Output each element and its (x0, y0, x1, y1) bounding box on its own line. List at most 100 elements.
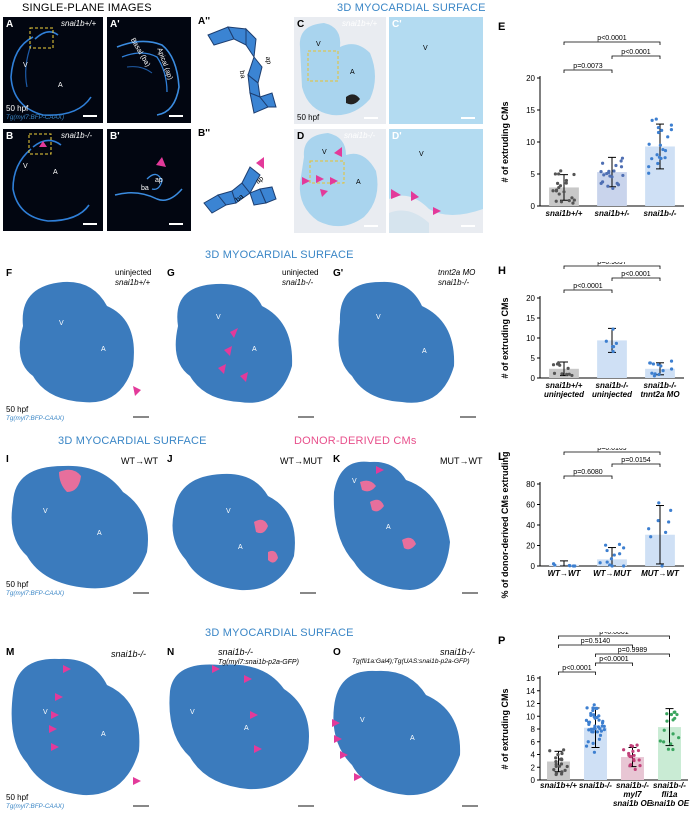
panel-i-image: I WT→WT V A 50 hpf Tg(myl7:BFP-CAAX) (3, 452, 158, 602)
significance-bracket (563, 475, 613, 479)
panel-c-genotype: snai1b+/+ (342, 19, 378, 28)
p-value-label: p<0.0001 (621, 49, 650, 56)
x-tick-label: snai1b+/- (595, 209, 630, 218)
data-point (662, 728, 666, 732)
significance-bracket (611, 277, 661, 281)
panel-k-a: A (386, 524, 391, 531)
data-point (558, 184, 563, 188)
significance-bracket (611, 55, 661, 59)
data-point (606, 184, 610, 188)
panel-g-cond2: snai1b-/- (282, 278, 314, 287)
panel-o-surface (332, 670, 461, 796)
data-point (598, 733, 603, 737)
y-tick-label: 0 (531, 776, 536, 785)
significance-bracket (563, 69, 613, 73)
panel-i-surface (11, 465, 148, 589)
panel-c-letter: C (297, 19, 305, 30)
data-point (564, 178, 569, 183)
data-point (662, 740, 666, 744)
x-tick-label: myl7 (623, 790, 642, 799)
y-tick-label: 0 (531, 374, 536, 383)
panel-a-heart-outline (10, 27, 92, 116)
y-tick-label: 8 (531, 725, 536, 734)
panel-i-transgene: Tg(myl7:BFP-CAAX) (6, 590, 65, 597)
data-point (660, 128, 664, 132)
x-tick-label: WT→MUT (593, 569, 632, 578)
panel-a-transgene: Tg(myl7:BFP-CAAX) (6, 114, 65, 121)
panel-o-a: A (410, 735, 415, 742)
x-tick-label: snai1b-/- (596, 381, 629, 390)
y-tick-label: 16 (526, 674, 535, 683)
panel-g-a: A (252, 346, 257, 353)
panel-i-hpf: 50 hpf (6, 580, 29, 589)
panel-d1-surface (389, 189, 483, 233)
data-point (632, 757, 636, 761)
data-point (614, 341, 618, 345)
data-point (669, 712, 674, 717)
panel-j-scalebar (300, 592, 316, 594)
data-point (605, 560, 609, 564)
data-point (671, 747, 675, 752)
data-point (627, 751, 631, 756)
significance-bracket (558, 644, 633, 648)
panel-i-v: V (43, 508, 48, 515)
data-point (589, 713, 593, 717)
panel-c1-image: C' V (389, 17, 483, 124)
panel-d1-scalebar (461, 225, 475, 227)
data-point (671, 718, 675, 722)
x-tick-label: snai1b+/+ (540, 781, 577, 790)
p-value-label: p<0.0001 (597, 35, 626, 42)
data-point (666, 135, 670, 139)
x-tick-label: snai1b+/+ (546, 381, 583, 390)
panel-g1-cond1: tnnt2a MO (438, 268, 476, 277)
panel-n-cond1: snai1b-/- (218, 647, 254, 657)
y-axis-label: % of donor-derived CMs extruding (500, 451, 510, 598)
data-point (591, 706, 595, 710)
panel-a-image: A snai1b+/+ V A 50 hpf Tg(myl7:BFP-CAAX) (3, 17, 103, 123)
panel-n-scalebar (298, 805, 314, 807)
section-title-single-plane: SINGLE-PLANE IMAGES (22, 2, 152, 14)
data-point (592, 713, 596, 717)
p-value-label: p=0.5140 (581, 638, 610, 645)
data-point (655, 153, 659, 157)
data-point (590, 730, 594, 734)
data-point (665, 719, 669, 723)
panel-o-cond2: Tg(fli1a:Gal4);Tg(UAS:snai1b-p2a-GFP) (352, 658, 470, 665)
data-point (602, 173, 606, 177)
panel-g1-cond2: snai1b-/- (438, 278, 470, 287)
panel-d-scalebar (364, 225, 378, 227)
panel-b1-membrane (114, 157, 183, 201)
panel-g1-a: A (422, 348, 427, 355)
data-point (592, 750, 597, 754)
panel-b-heart-outline (12, 133, 90, 222)
data-point (669, 742, 673, 746)
data-point (650, 157, 654, 161)
section-title-myocardial-4: 3D MYOCARDIAL SURFACE (205, 627, 354, 639)
data-point (567, 372, 571, 376)
panel-c-scalebar (364, 117, 378, 119)
panel-d-a: A (356, 179, 361, 186)
data-point (629, 755, 633, 759)
data-point (619, 159, 623, 163)
data-point (612, 169, 616, 173)
data-point (596, 725, 601, 729)
panel-b-letter: B (6, 131, 14, 142)
data-point (609, 557, 614, 561)
panel-c-image: C snai1b+/+ V A 50 hpf (294, 17, 386, 124)
panel-j-v: V (226, 508, 231, 515)
panel-b1-letter: B' (110, 131, 120, 142)
panel-n-v: V (190, 709, 195, 716)
data-point (608, 563, 612, 567)
panel-f-image: F uninjected snai1b+/+ V A 50 hpf Tg(myl… (3, 266, 158, 424)
data-point (559, 762, 564, 766)
p-value-label: p<0.0001 (599, 656, 628, 663)
data-point (591, 708, 595, 713)
panel-k-v: V (352, 478, 357, 485)
panel-g-surface (175, 283, 293, 403)
panel-a2-cells (207, 26, 277, 114)
data-point (622, 564, 626, 568)
panel-g-cond1: uninjected (282, 268, 319, 277)
data-point (656, 130, 661, 135)
y-tick-label: 20 (526, 542, 535, 551)
panel-k-scalebar (462, 592, 478, 594)
